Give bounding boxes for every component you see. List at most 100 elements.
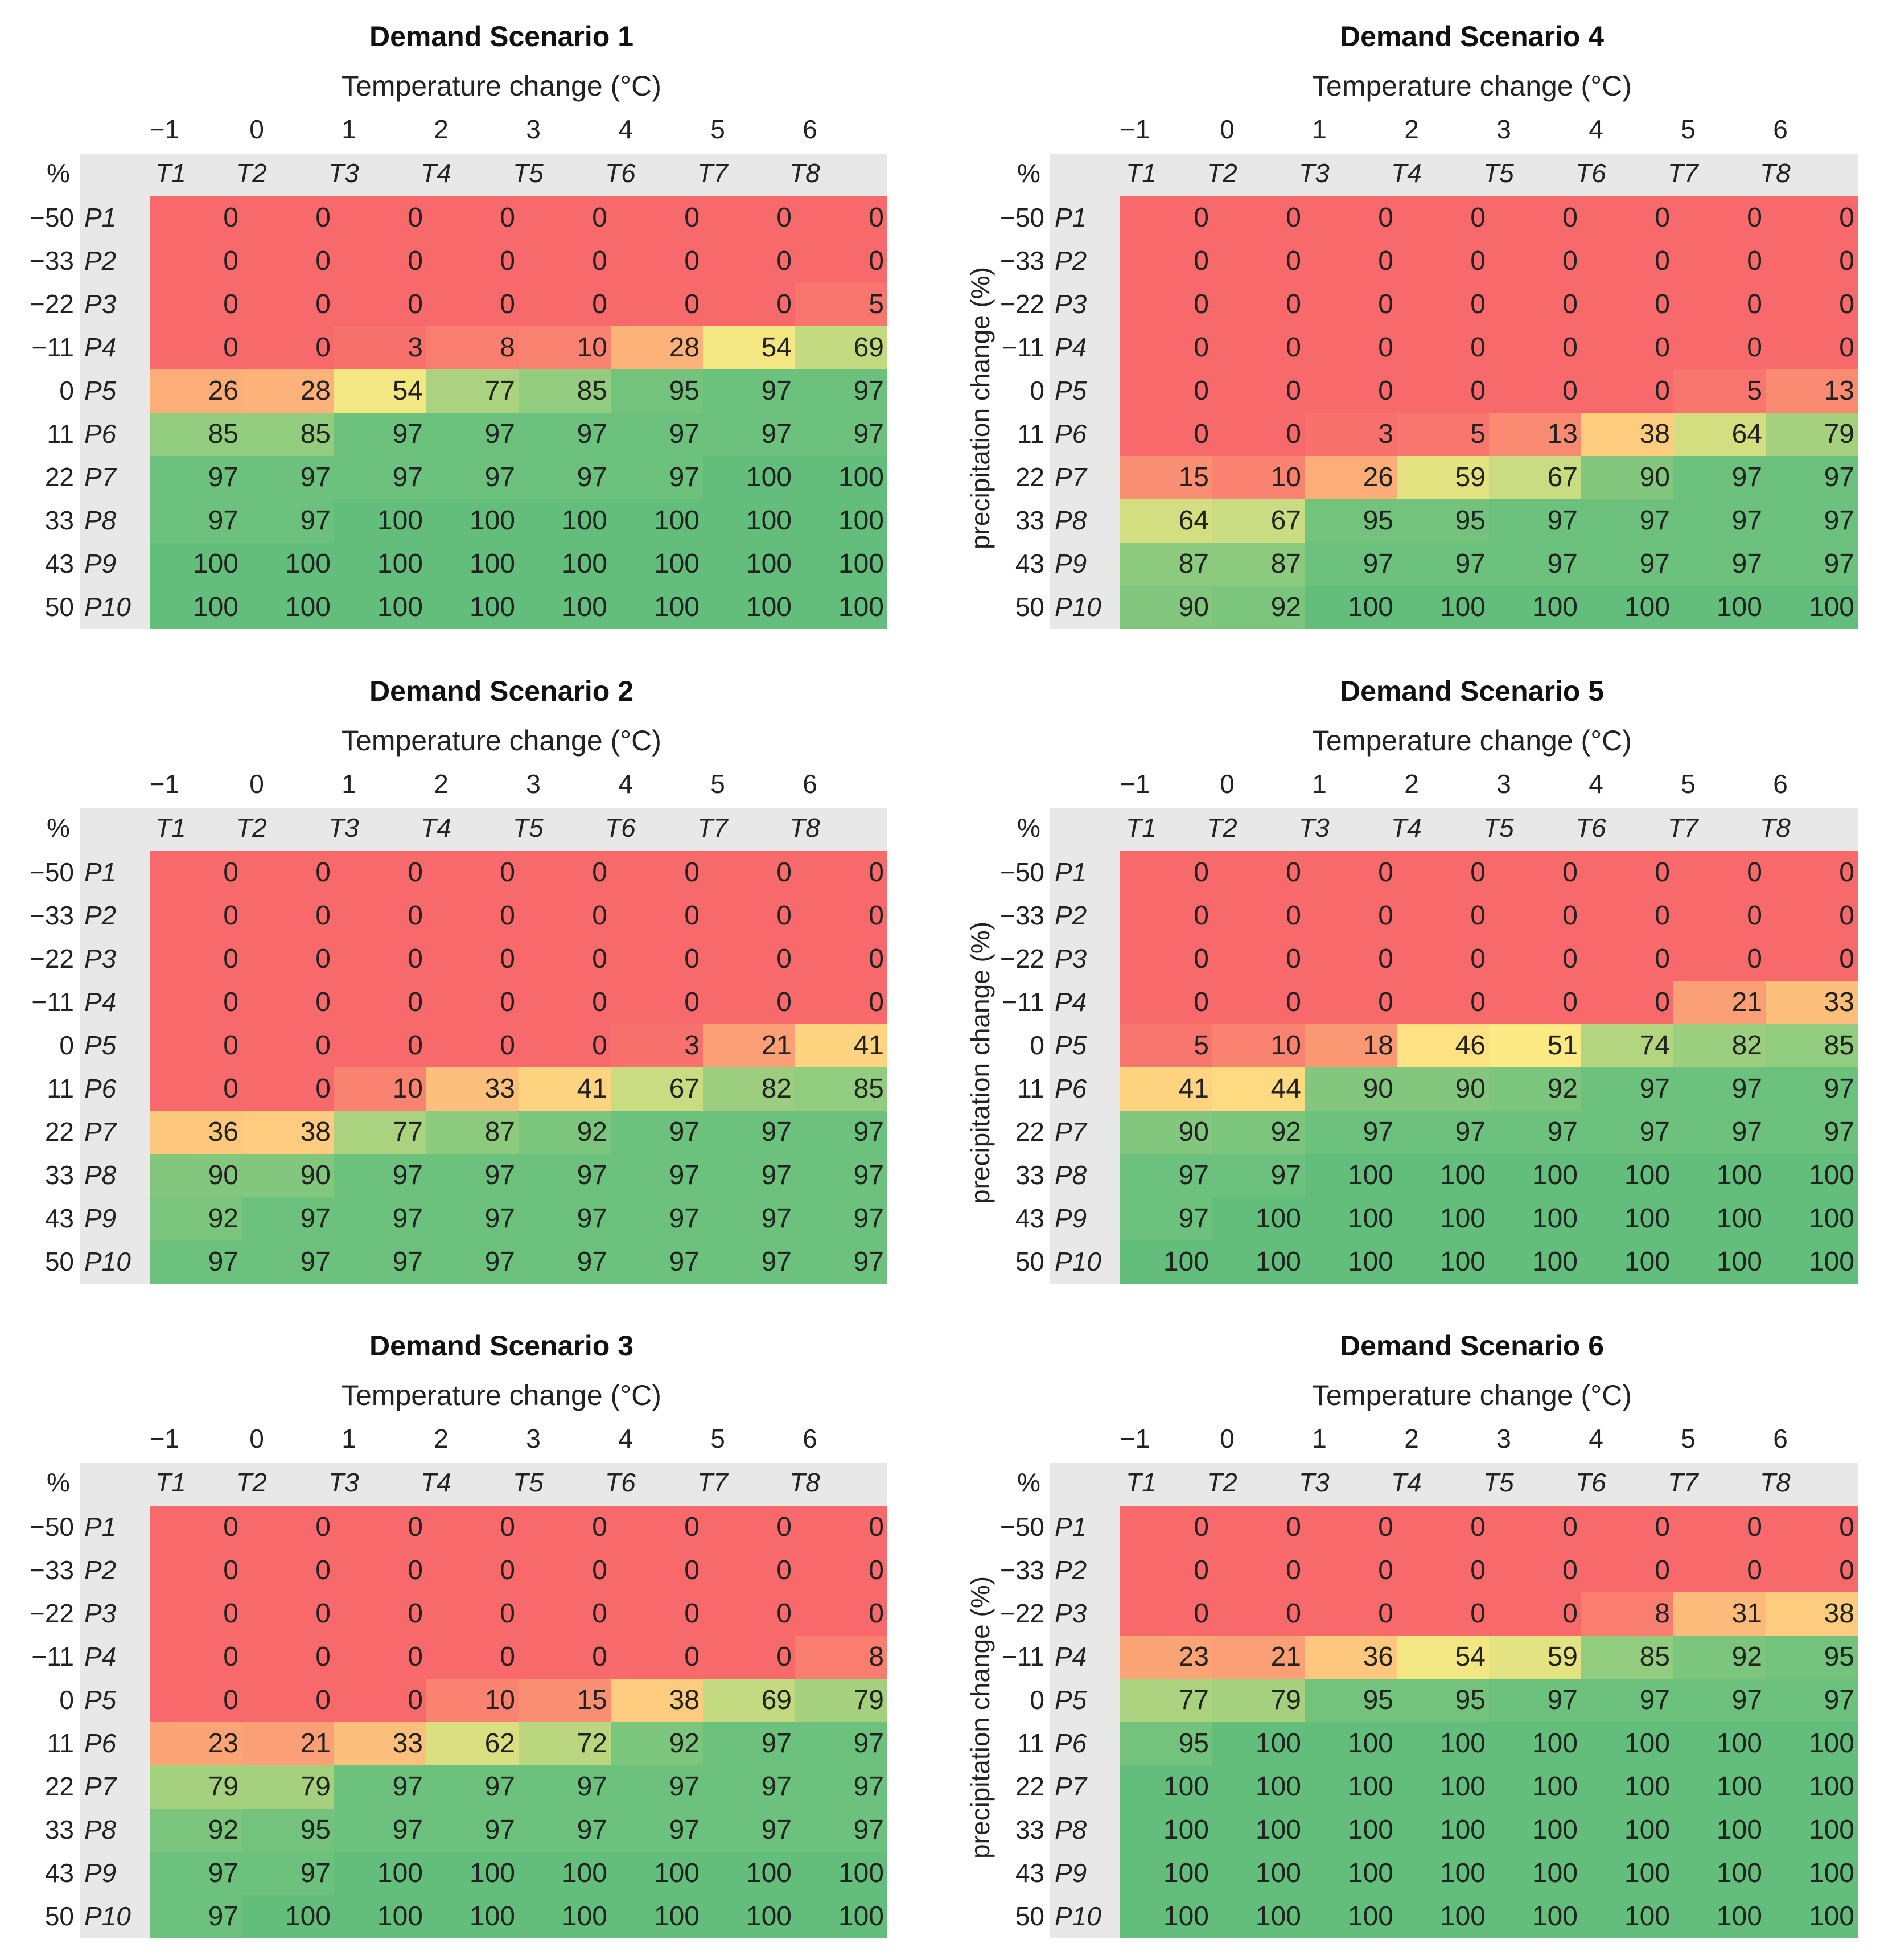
y-code-label: P6 [84, 1074, 117, 1103]
x-axis-label: Temperature change (°C) [342, 70, 661, 102]
heatmap-cell: 0 [1305, 1549, 1397, 1592]
x-code-label: T4 [1391, 813, 1422, 843]
heatmap-cell: 0 [519, 1024, 611, 1067]
heatmap-cell: 97 [1305, 1111, 1397, 1154]
x-tick-label: 0 [249, 769, 264, 799]
header-row-bar [80, 808, 887, 851]
x-code-label: T1 [155, 1468, 186, 1497]
heatmap-cell: 100 [1120, 1240, 1212, 1284]
heatmap-cell: 100 [1673, 1809, 1766, 1852]
y-tick-label: −33 [999, 246, 1044, 276]
y-tick-label: −22 [999, 289, 1044, 319]
heatmap-cell: 8 [426, 326, 519, 369]
heatmap-cell: 87 [1212, 543, 1305, 586]
x-code-label: T6 [605, 158, 636, 188]
x-code-label: T2 [1207, 1468, 1237, 1497]
heatmap-cell: 51 [1489, 1024, 1581, 1067]
heatmap-cell: 100 [703, 1895, 795, 1938]
heatmap-cell: 0 [242, 981, 334, 1024]
heatmap-cell: 92 [519, 1111, 611, 1154]
heatmap-cell: 26 [150, 369, 242, 413]
x-tick-label: 4 [618, 769, 633, 799]
heatmap-cell: 100 [519, 1895, 611, 1938]
x-code-label: T6 [1575, 813, 1606, 843]
heatmap-cell: 100 [334, 1895, 426, 1938]
heatmap-cell: 0 [795, 1506, 887, 1549]
heatmap-cell: 0 [1120, 1549, 1212, 1592]
heatmap-cell: 100 [1397, 1895, 1489, 1938]
heatmap-cell: 77 [334, 1111, 426, 1154]
heatmap-cell: 0 [519, 196, 611, 240]
y-code-label: P2 [84, 246, 117, 276]
heatmap-cell: 100 [519, 586, 611, 629]
heatmap-cell: 5 [795, 283, 887, 326]
panel-title: Demand Scenario 4 [1339, 20, 1605, 52]
heatmap-cell: 0 [1305, 369, 1397, 413]
heatmap-cell: 0 [334, 196, 426, 240]
heatmap-cell: 21 [1673, 981, 1766, 1024]
heatmap-cell: 3 [1305, 413, 1397, 456]
heatmap-cell: 3 [334, 326, 426, 369]
heatmap-cell: 0 [426, 894, 519, 938]
heatmap-cell: 97 [519, 1197, 611, 1240]
y-code-label: P1 [84, 857, 117, 887]
heatmap-cell: 100 [1305, 1240, 1397, 1284]
heatmap-cell: 97 [611, 1154, 703, 1197]
heatmap-cell: 79 [1766, 413, 1858, 456]
heatmap-cell: 92 [1212, 1111, 1305, 1154]
heatmap-cell: 0 [611, 1549, 703, 1592]
y-tick-label: 43 [44, 1858, 74, 1888]
heatmap-cell: 0 [703, 938, 795, 981]
heatmap-cell: 0 [1581, 851, 1673, 894]
heatmap-cell: 100 [1397, 1722, 1489, 1765]
x-axis-label: Temperature change (°C) [1312, 70, 1632, 102]
y-tick-label: 0 [59, 376, 74, 405]
heatmap-cell: 64 [1120, 499, 1212, 543]
heatmap-cell: 97 [1766, 499, 1858, 543]
y-code-label: P6 [1055, 419, 1087, 449]
y-tick-label: 22 [44, 1772, 74, 1801]
heatmap-cell: 100 [611, 1852, 703, 1895]
header-col-bar [1050, 851, 1120, 1284]
heatmap-cell: 0 [1766, 938, 1858, 981]
x-tick-label: 4 [1589, 114, 1603, 144]
heatmap-cell: 0 [242, 1506, 334, 1549]
heatmap-cell: 0 [1489, 283, 1581, 326]
x-code-label: T2 [236, 813, 267, 843]
x-tick-label: 0 [1220, 769, 1235, 799]
heatmap-panel: Demand Scenario 3 Temperature change (°C)… [0, 1309, 888, 1953]
x-code-label: T5 [1483, 813, 1514, 843]
heatmap-cell: 0 [1489, 326, 1581, 369]
heatmap-cell: 0 [334, 1506, 426, 1549]
x-code-label: T8 [789, 1468, 820, 1497]
heatmap-cell: 10 [1212, 456, 1305, 499]
x-code-label: T8 [789, 813, 820, 843]
x-code-label: T2 [1207, 158, 1237, 188]
heatmap-panel: Demand Scenario 4 Temperature change (°C)… [965, 0, 1858, 643]
heatmap-cell: 0 [795, 894, 887, 938]
heatmap-cell: 0 [1120, 283, 1212, 326]
heatmap-cell: 97 [611, 1765, 703, 1809]
y-tick-label: −50 [29, 203, 74, 232]
heatmap-cell: 87 [426, 1111, 519, 1154]
heatmap-cell: 0 [334, 1636, 426, 1679]
heatmap-cell: 100 [242, 1895, 334, 1938]
y-code-label: P10 [1055, 1247, 1101, 1276]
heatmap-cell: 100 [242, 543, 334, 586]
heatmap-cell: 97 [611, 456, 703, 499]
heatmap-cell: 97 [242, 1240, 334, 1284]
heatmap-cell: 0 [1581, 240, 1673, 283]
heatmap-cell: 0 [334, 1679, 426, 1722]
heatmap-cell: 13 [1766, 369, 1858, 413]
x-code-label: T1 [1126, 1468, 1157, 1497]
y-tick-label: 43 [1015, 1203, 1044, 1233]
x-code-label: T1 [155, 813, 186, 843]
heatmap-cell: 0 [1489, 1506, 1581, 1549]
heatmap-cell: 100 [1489, 1895, 1581, 1938]
heatmap-cell: 97 [611, 1240, 703, 1284]
heatmap-cell: 100 [1397, 586, 1489, 629]
heatmap-cell: 0 [334, 894, 426, 938]
heatmap-cell: 15 [519, 1679, 611, 1722]
heatmap-cell: 79 [795, 1679, 887, 1722]
y-code-label: P1 [84, 1512, 117, 1542]
